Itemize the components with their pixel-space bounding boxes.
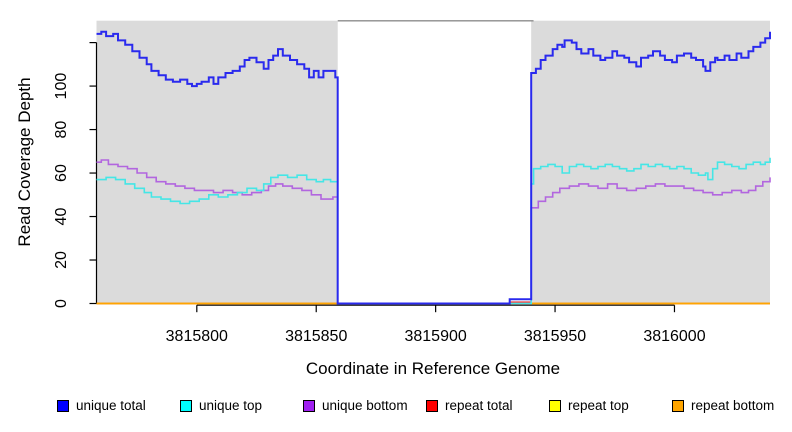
series-unique-top-line <box>96 157 771 305</box>
legend-swatch-icon <box>549 399 561 412</box>
legend-label: repeat top <box>568 398 629 413</box>
legend-swatch-icon <box>57 399 69 412</box>
shaded-region <box>96 20 338 304</box>
legend: unique total unique top unique bottom repea… <box>57 398 792 413</box>
y-tick-label: 0 <box>53 299 70 308</box>
x-tick-label: 3815850 <box>285 328 347 345</box>
x-tick-label: 3815950 <box>524 328 586 345</box>
legend-item-unique-top: unique top <box>180 398 303 413</box>
y-tick-label: 40 <box>53 208 70 226</box>
legend-label: unique top <box>199 398 263 413</box>
legend-label: repeat total <box>445 398 513 413</box>
x-tick-label: 3816000 <box>643 328 705 345</box>
legend-label: unique total <box>76 398 146 413</box>
legend-swatch-icon <box>426 399 438 412</box>
y-tick-label: 60 <box>53 164 70 182</box>
y-tick-label: 100 <box>53 73 70 100</box>
x-axis-title: Coordinate in Reference Genome <box>305 359 561 378</box>
y-tick-label: 80 <box>53 121 70 139</box>
legend-label: unique bottom <box>322 398 408 413</box>
x-tick-label: 3815900 <box>404 328 466 345</box>
y-axis-title: Read Coverage Depth <box>15 77 34 247</box>
legend-item-repeat-top: repeat top <box>549 398 672 413</box>
legend-swatch-icon <box>180 399 192 412</box>
legend-swatch-icon <box>303 399 315 412</box>
y-tick-label: 20 <box>53 251 70 269</box>
legend-item-repeat-bottom: repeat bottom <box>672 398 792 413</box>
legend-swatch-icon <box>672 399 684 412</box>
shaded-region <box>531 20 770 304</box>
legend-item-unique-total: unique total <box>57 398 180 413</box>
x-tick-label: 3815800 <box>166 328 228 345</box>
legend-label: repeat bottom <box>691 398 775 413</box>
series-unique-total-line <box>96 30 771 305</box>
legend-item-unique-bottom: unique bottom <box>303 398 426 413</box>
legend-item-repeat-total: repeat total <box>426 398 549 413</box>
